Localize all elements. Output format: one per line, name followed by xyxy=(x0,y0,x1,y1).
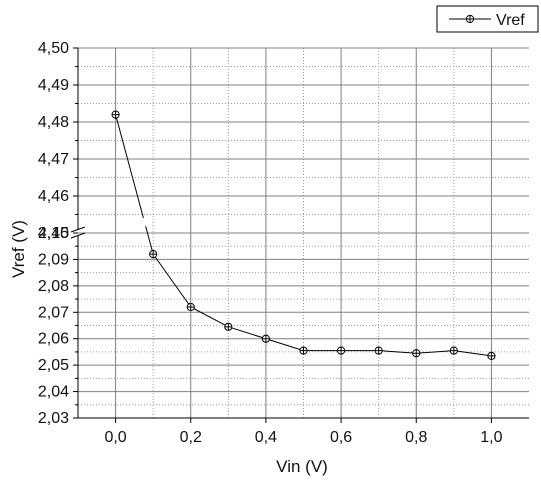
tick-labels: 4,45 4,46 4,47 4,48 4,49 4,50 2,03 2,04 2,05 2,06… xyxy=(38,40,503,446)
axis-break-mark xyxy=(70,226,86,239)
x-tick-label: 0,8 xyxy=(405,429,427,446)
legend-label: Vref xyxy=(496,12,525,29)
y-tick-label: 2,09 xyxy=(38,251,69,268)
series-line-segment xyxy=(145,226,154,255)
y-tick-label: 4,46 xyxy=(38,188,69,205)
data-point-cross xyxy=(149,250,157,258)
x-tick-label: 0,2 xyxy=(180,429,202,446)
y-tick-label: 4,49 xyxy=(38,77,69,94)
x-axis-title: Vin (V) xyxy=(276,457,328,476)
grid xyxy=(78,47,529,418)
series-line-segment xyxy=(190,306,229,328)
series-line-segment xyxy=(152,253,192,308)
data-point-cross xyxy=(262,335,270,343)
axes xyxy=(70,47,529,423)
data-point-cross xyxy=(111,111,120,119)
series-line-segment xyxy=(265,338,304,352)
x-tick-label: 0,0 xyxy=(104,429,126,446)
legend-marker-cross xyxy=(466,15,474,23)
y-tick-label: 4,45 xyxy=(38,225,69,242)
x-tick-label: 0,6 xyxy=(330,429,352,446)
y-tick-label: 4,50 xyxy=(38,40,69,57)
y-tick-label: 2,10 xyxy=(38,225,69,242)
y-tick-label: 2,03 xyxy=(38,410,69,427)
series-line-segment xyxy=(453,350,492,357)
y-tick-label: 4,47 xyxy=(38,151,69,168)
y-tick-label: 2,08 xyxy=(38,278,69,295)
data-point-cross xyxy=(450,347,458,355)
y-tick-label: 4,48 xyxy=(38,114,69,131)
y-tick-label: 2,04 xyxy=(38,384,69,401)
data-point-cross xyxy=(187,303,195,311)
data-point-cross xyxy=(299,347,308,355)
series-line-segment xyxy=(115,114,144,218)
series-layer xyxy=(111,110,496,360)
y-axis-title: Vref (V) xyxy=(9,220,28,278)
y-tick-label: 2,07 xyxy=(38,304,69,321)
x-tick-label: 0,4 xyxy=(255,429,277,446)
data-point-cross xyxy=(375,347,383,355)
legend: Vref xyxy=(436,5,539,33)
series-line-segment xyxy=(416,350,454,354)
data-point-cross xyxy=(487,352,496,360)
series-line-segment xyxy=(378,350,417,354)
data-point-cross xyxy=(337,347,345,355)
x-tick-label: 1,0 xyxy=(480,429,502,446)
data-point-cross xyxy=(412,349,420,357)
data-point-cross xyxy=(224,323,232,331)
y-tick-label: 2,06 xyxy=(38,331,69,348)
y-tick-label: 2,05 xyxy=(38,357,69,374)
series-line-segment xyxy=(228,326,267,340)
